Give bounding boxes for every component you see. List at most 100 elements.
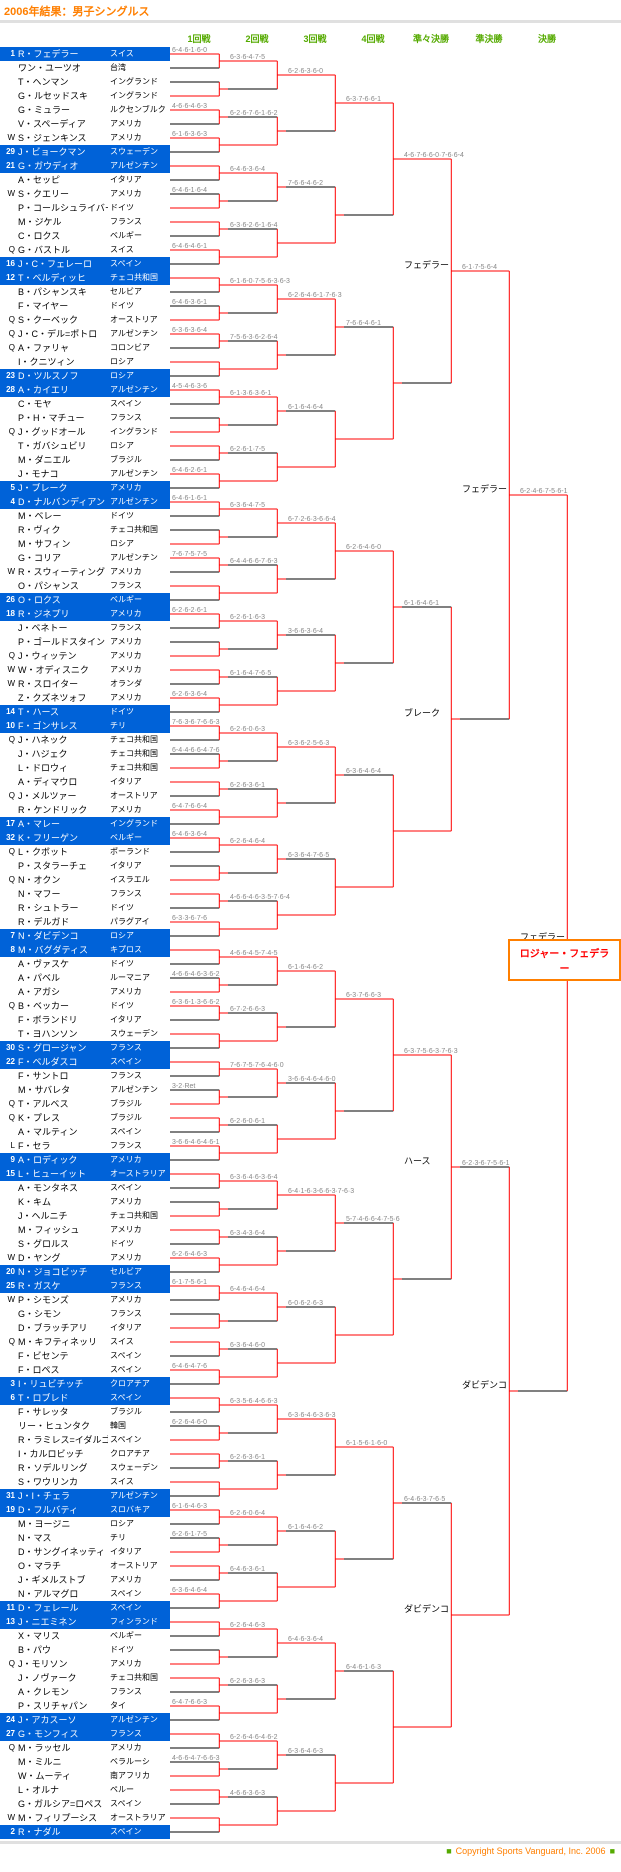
svg-text:6-4·6-2·6-1: 6-4·6-2·6-1 [172,467,207,474]
player-row: B・パウドイツ [0,1643,170,1657]
player-row: 24J・アカスーソアルゼンチン [0,1713,170,1727]
svg-text:6-3·6-4·6-4: 6-3·6-4·6-4 [346,768,381,775]
svg-text:6-4·1-6·3-6·6-3·7-6·3: 6-4·1-6·3-6·6-3·7-6·3 [288,1188,354,1195]
player-row: 29J・ビョークマンスウェーデン [0,145,170,159]
player-row: P・スリチャパンタイ [0,1699,170,1713]
svg-text:6-4·6-3·6-1: 6-4·6-3·6-1 [172,299,207,306]
player-row: F・サントロフランス [0,1069,170,1083]
round-header: 準々決勝 [402,32,460,45]
svg-text:6-4·7-6·6-3: 6-4·7-6·6-3 [172,1699,207,1706]
player-row: 31J・I・チェラアルゼンチン [0,1489,170,1503]
svg-text:6-2·6-3·6-3: 6-2·6-3·6-3 [230,1678,265,1685]
page-title: 2006年結果：男子シングルス [0,0,621,23]
svg-text:6-2·6-1·6-3: 6-2·6-1·6-3 [230,614,265,621]
svg-text:6-2·6-3·6-1: 6-2·6-3·6-1 [230,1454,265,1461]
player-row: 26O・ロクスベルギー [0,593,170,607]
player-row: 15L・ヒューイットオーストラリア [0,1167,170,1181]
player-row: N・マフーフランス [0,887,170,901]
svg-text:6-4·4-6·6-7·6-3: 6-4·4-6·6-7·6-3 [230,558,278,565]
svg-text:6-1·6-4·6-2: 6-1·6-4·6-2 [288,1524,323,1531]
svg-text:6-3·6-2·6-1·6-4: 6-3·6-2·6-1·6-4 [230,222,278,229]
svg-text:3-6·6-4·6-4·6-0: 3-6·6-4·6-4·6-0 [288,1076,336,1083]
player-row: R・ケンドリックアメリカ [0,803,170,817]
svg-text:6-3·4-3·6-4: 6-3·4-3·6-4 [230,1230,265,1237]
svg-text:6-4·6-3·6-1: 6-4·6-3·6-1 [230,1566,265,1573]
player-row: 14T・ハースドイツ [0,705,170,719]
svg-text:7-6·3-6·7-6·6-3: 7-6·3-6·7-6·6-3 [172,719,220,726]
player-row: A・クレモンフランス [0,1685,170,1699]
svg-text:6-4·6-3·6-4: 6-4·6-3·6-4 [172,831,207,838]
svg-text:6-1·7-5·6-4: 6-1·7-5·6-4 [462,264,497,271]
player-row: 11D・フェレールスペイン [0,1601,170,1615]
player-row: 28A・カイエリアルゼンチン [0,383,170,397]
player-row: 12T・ベルディッヒチェコ共和国 [0,271,170,285]
player-row: QJ・C・デル=ポトロアルゼンチン [0,327,170,341]
player-row: 4D・ナルバンディアンアルゼンチン [0,495,170,509]
player-row: K・キムアメリカ [0,1195,170,1209]
player-row: QJ・グッドオールイングランド [0,425,170,439]
player-row: F・ビセンテスペイン [0,1349,170,1363]
player-row: M・ヨージニロシア [0,1517,170,1531]
player-row: J・ヘルニチチェコ共和国 [0,1209,170,1223]
svg-text:ダビデンコ: ダビデンコ [404,1603,449,1614]
svg-text:6-4·4-6·6-4·7-6: 6-4·4-6·6-4·7-6 [172,747,220,754]
svg-text:ブレーク: ブレーク [404,707,440,718]
player-row: 9A・ロディックアメリカ [0,1153,170,1167]
player-row: I・カルロビッチクロアチア [0,1447,170,1461]
svg-text:4-6·6-4·6-3: 4-6·6-4·6-3 [172,103,207,110]
svg-text:4-5·4-6·3-6: 4-5·4-6·3-6 [172,383,207,390]
svg-text:フェデラー: フェデラー [462,483,507,494]
player-row: WD・ヤングアメリカ [0,1251,170,1265]
round-header: 準決勝 [460,32,518,45]
player-row: 18R・ジネプリアメリカ [0,607,170,621]
player-row: WS・ジェンキンスアメリカ [0,131,170,145]
player-row: N・マスチリ [0,1531,170,1545]
svg-text:6-2·6-4·6-0: 6-2·6-4·6-0 [172,1419,207,1426]
player-row: R・ソデルリングスウェーデン [0,1461,170,1475]
svg-text:6-3·3-6·7-6: 6-3·3-6·7-6 [172,915,207,922]
player-row: QJ・モリソンアメリカ [0,1657,170,1671]
player-row: 7N・ダビデンコロシア [0,929,170,943]
svg-text:6-2·6-2·6-1: 6-2·6-2·6-1 [172,607,207,614]
player-row: M・サバレタアルゼンチン [0,1083,170,1097]
svg-text:ダビデンコ: ダビデンコ [462,1379,507,1390]
player-row: 23D・ツルスノフロシア [0,369,170,383]
svg-text:6-2·6-4·6-0: 6-2·6-4·6-0 [346,544,381,551]
svg-text:6-2·6-7·6-1·6-2: 6-2·6-7·6-1·6-2 [230,110,278,117]
player-row: R・ヴィクチェコ共和国 [0,523,170,537]
svg-text:4-6·6-4·5-7·4-5: 4-6·6-4·5-7·4-5 [230,950,278,957]
player-row: T・ガバシュビリロシア [0,439,170,453]
player-row: O・マラチオーストリア [0,1559,170,1573]
player-row: 1R・フェデラースイス [0,47,170,61]
player-row: 16J・C・フェレーロスペイン [0,257,170,271]
player-row: QK・プレスブラジル [0,1111,170,1125]
player-row: T・ヨハンソンスウェーデン [0,1027,170,1041]
player-row: D・ブラッチアリイタリア [0,1321,170,1335]
svg-text:6-7·2-6·6-3: 6-7·2-6·6-3 [230,1006,265,1013]
player-row: QL・クボットポーランド [0,845,170,859]
player-row: 8M・バグダティスキプロス [0,943,170,957]
svg-text:6-3·6-4·7-6·5: 6-3·6-4·7-6·5 [288,852,329,859]
player-row: リー・ヒュンタク韓国 [0,1419,170,1433]
svg-text:6-3·6-3·6-4: 6-3·6-3·6-4 [172,327,207,334]
svg-text:6-1·6-4·6-2: 6-1·6-4·6-2 [288,964,323,971]
player-row: R・デルガドパラグアイ [0,915,170,929]
player-row: WS・クエリーアメリカ [0,187,170,201]
player-row: WM・フィリプーシスオーストラリア [0,1811,170,1825]
svg-text:6-3·7-5·6-3·7-6·3: 6-3·7-5·6-3·7-6·3 [404,1048,458,1055]
player-row: W・ムーティ南アフリカ [0,1769,170,1783]
svg-text:6-3·7-6·6-3: 6-3·7-6·6-3 [346,992,381,999]
svg-text:6-3·7-6·6-1: 6-3·7-6·6-1 [346,96,381,103]
player-row: B・パシャンスキセルビア [0,285,170,299]
player-row: 13J・ニエミネンフィンランド [0,1615,170,1629]
player-row: ワン・ユーツオ台湾 [0,61,170,75]
svg-text:6-1·3·6·3·6-1: 6-1·3·6·3·6-1 [230,390,271,397]
svg-text:6-7·2-6·3-6·6-4: 6-7·2-6·3-6·6-4 [288,516,336,523]
player-row: J・ノヴァークチェコ共和国 [0,1671,170,1685]
svg-text:6-2·4-6·7-5·6-1: 6-2·4-6·7-5·6-1 [520,488,568,495]
svg-text:7-6·6-4·6-2: 7-6·6-4·6-2 [288,180,323,187]
player-row: 22F・ベルダスコスペイン [0,1055,170,1069]
round-header: 2回戦 [228,32,286,45]
svg-text:7-6·7-5·7-6·4-6·0: 7-6·7-5·7-6·4-6·0 [230,1062,284,1069]
svg-text:6-2·6-1·7-5: 6-2·6-1·7-5 [230,446,265,453]
